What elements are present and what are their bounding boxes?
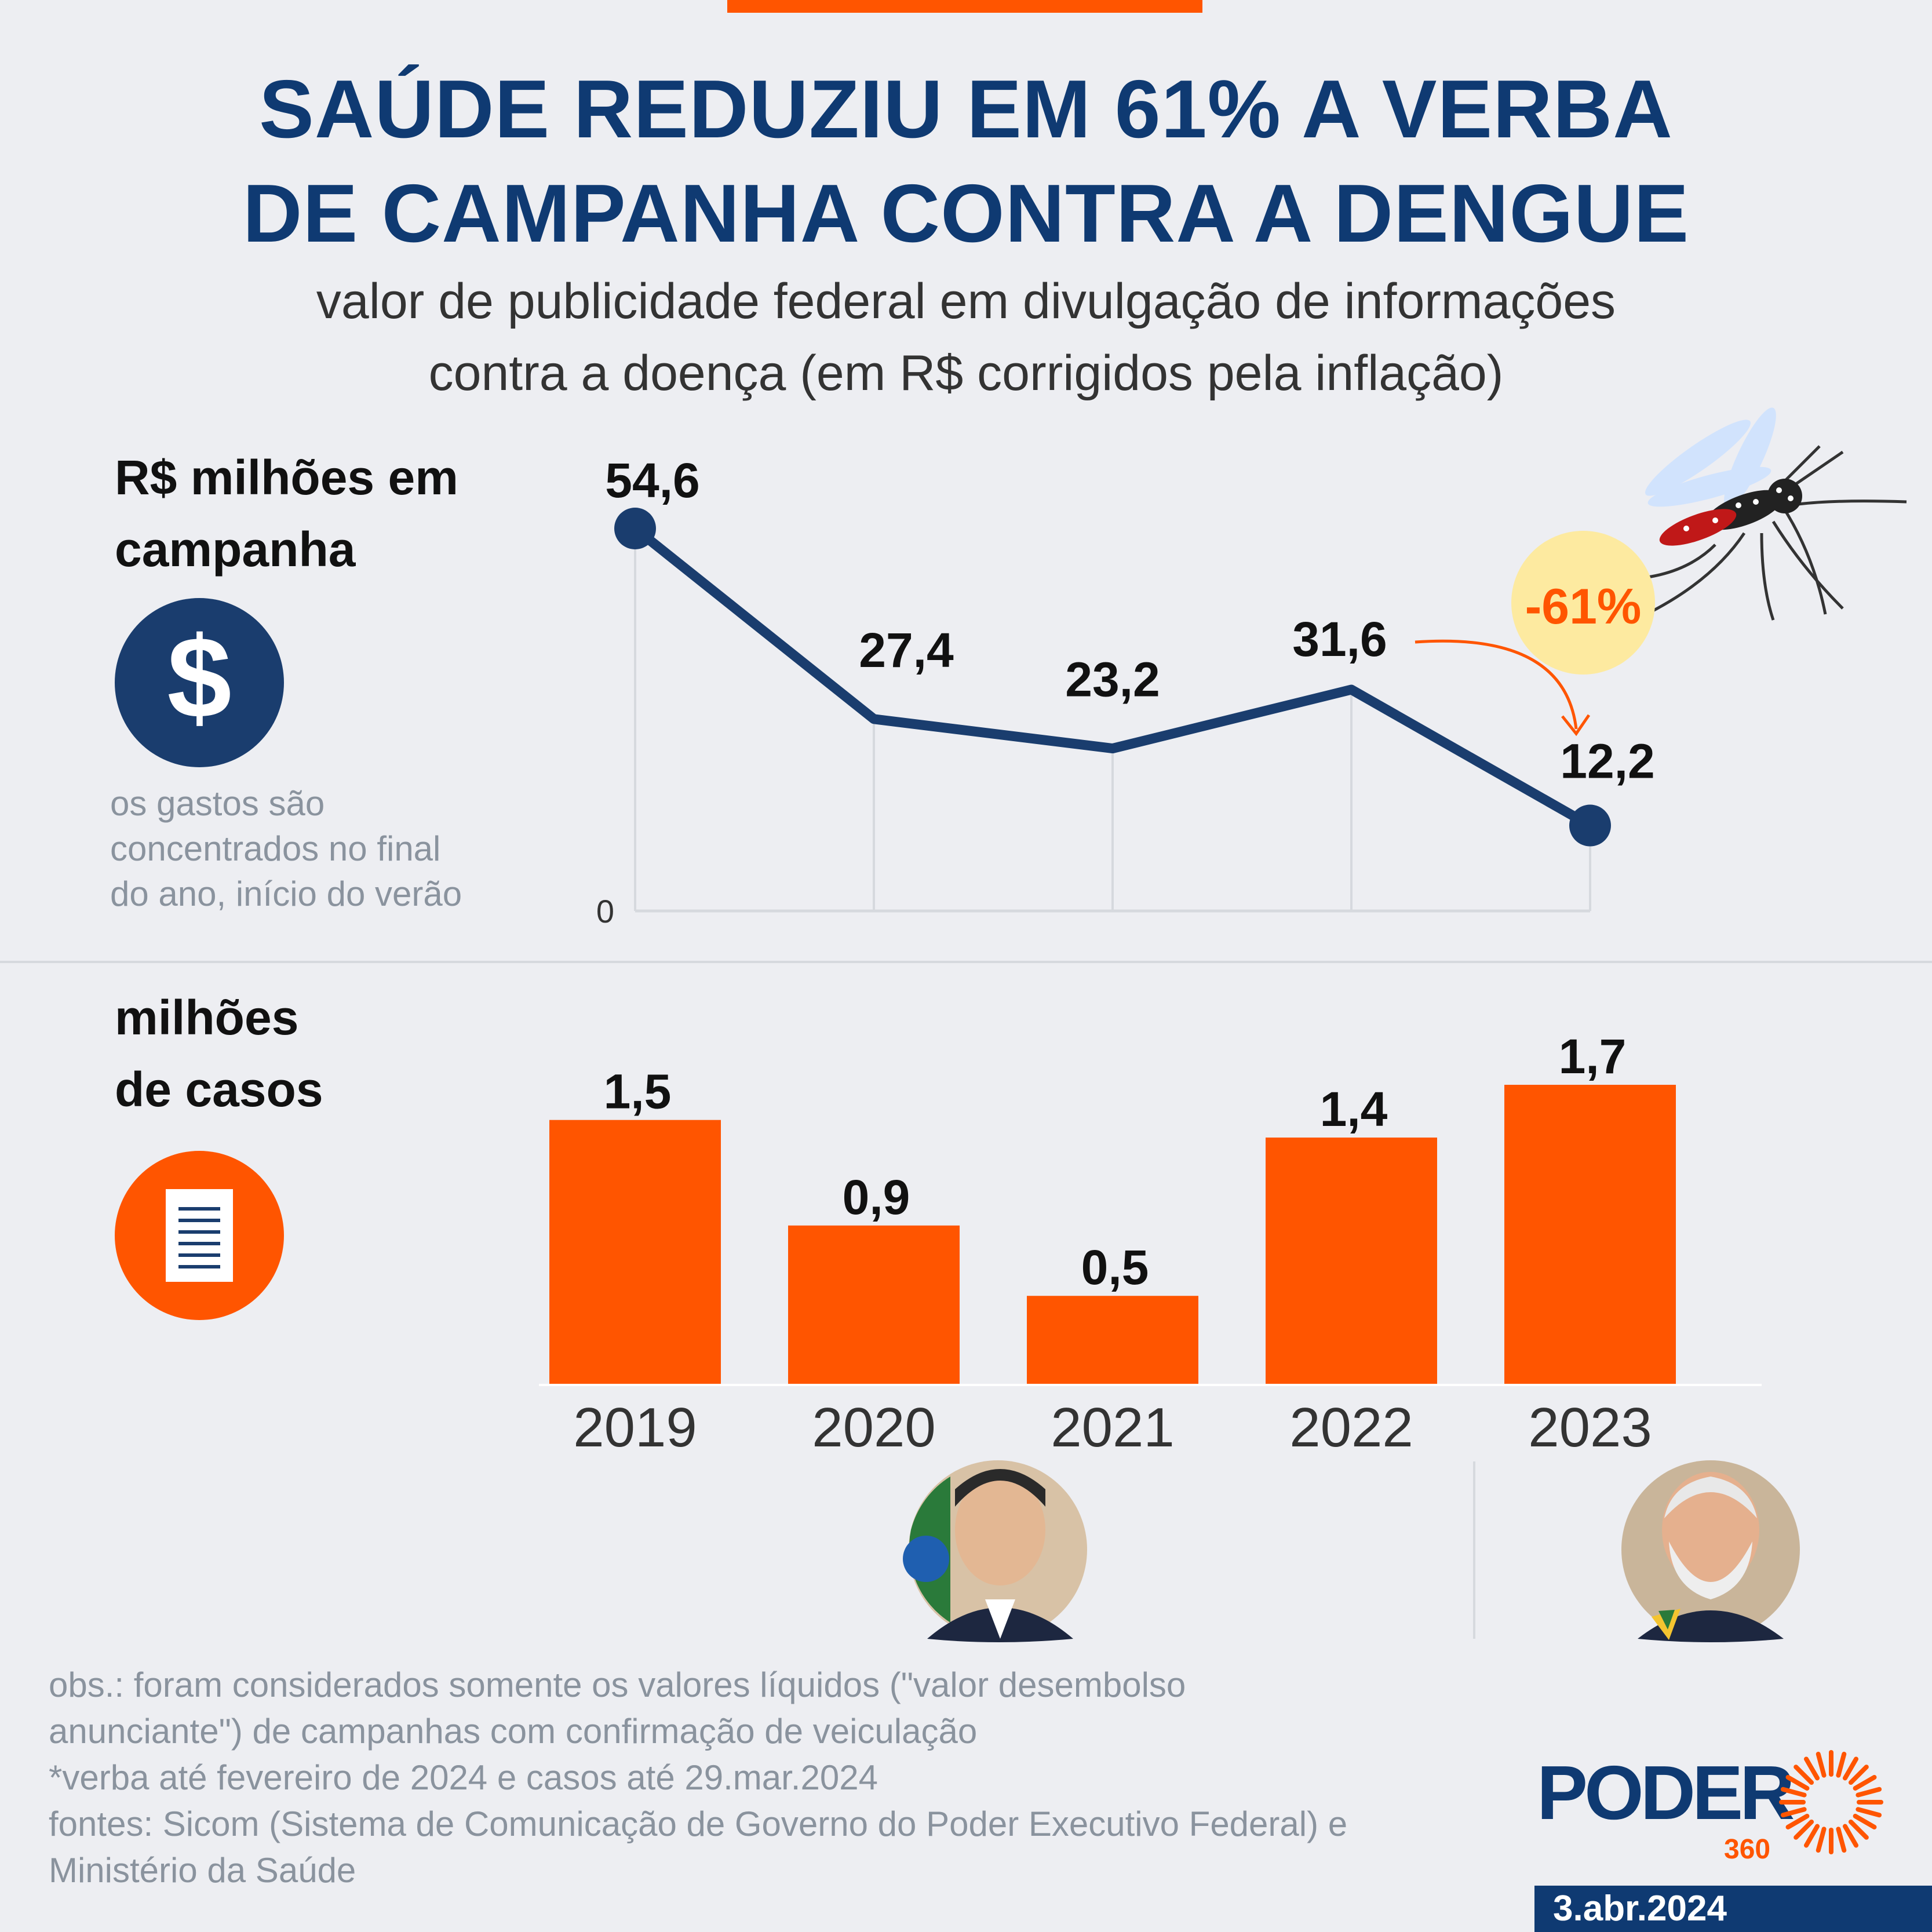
line-point-2023 — [1569, 804, 1611, 847]
bar-2021 — [1027, 1296, 1198, 1384]
brand-number: 360 — [1724, 1834, 1771, 1865]
sun-ray — [1794, 1819, 1814, 1840]
sun-logo-icon — [1779, 1750, 1883, 1854]
campaign-note-line-1: os gastos são — [110, 784, 325, 823]
sun-ray — [1785, 1775, 1810, 1791]
section-divider — [0, 961, 1932, 963]
bar-label-2020: 0,9 — [843, 1170, 910, 1224]
sun-ray — [1780, 1807, 1807, 1818]
subtitle-line-2: contra a doença (em R$ corrigidos pela i… — [428, 345, 1504, 401]
sun-ray — [1804, 1756, 1820, 1781]
line-label-2020: 27,4 — [859, 623, 954, 677]
bar-2020 — [788, 1225, 960, 1384]
sun-ray — [1816, 1827, 1827, 1853]
document-icon — [115, 1151, 284, 1320]
line-series — [630, 523, 1595, 831]
line-label-2023: 12,2 — [1560, 734, 1655, 789]
sun-ray — [1816, 1751, 1827, 1778]
line-label-2019: 54,6 — [605, 453, 700, 508]
brand-logo-text: PODER — [1537, 1750, 1795, 1835]
x-tick-2022: 2022 — [1289, 1397, 1413, 1459]
campaign-label-line-2: campanha — [115, 522, 356, 577]
cases-label-line-1: milhões — [115, 990, 299, 1045]
bar-2022 — [1266, 1138, 1437, 1384]
cases-label-line-2: de casos — [115, 1062, 323, 1117]
subtitle-line-1: valor de publicidade federal em divulgaç… — [316, 274, 1616, 329]
sun-ray — [1836, 1751, 1847, 1778]
x-tick-2021: 2021 — [1051, 1397, 1175, 1459]
sun-ray — [1785, 1814, 1810, 1829]
bar-label-2023: 1,7 — [1559, 1029, 1627, 1084]
line-label-2022: 31,6 — [1292, 612, 1387, 666]
reduction-arrow-head — [1561, 714, 1591, 737]
bar-label-2022: 1,4 — [1320, 1082, 1388, 1136]
campaign-note-line-2: concentrados no final — [110, 829, 441, 868]
date-bar — [1534, 1886, 1932, 1932]
line-point-2019 — [614, 508, 656, 549]
obs-line-5: Ministério da Saúde — [49, 1851, 356, 1890]
title-line-1: SAÚDE REDUZIU EM 61% A VERBA — [259, 63, 1673, 155]
campaign-label-line-1: R$ milhões em — [115, 450, 458, 505]
footer-notes: obs.: foram considerados somente os valo… — [49, 1662, 1497, 1894]
bolsonaro-portrait — [903, 1460, 1087, 1642]
sun-ray — [1843, 1756, 1858, 1781]
publication-date: 3.abr.2024 — [1553, 1889, 1727, 1929]
reduction-badge — [1511, 531, 1655, 675]
obs-line-4: fontes: Sicom (Sistema de Comunicação de… — [49, 1805, 1348, 1843]
sun-ray — [1836, 1827, 1847, 1853]
dollar-icon: $ — [115, 598, 284, 767]
line-zero-label: 0 — [596, 893, 614, 929]
x-tick-2020: 2020 — [812, 1397, 936, 1459]
title-line-2: DE CAMPANHA CONTRA A DENGUE — [242, 167, 1690, 260]
bar-label-2021: 0,5 — [1081, 1240, 1149, 1295]
line-label-2021: 23,2 — [1065, 652, 1160, 707]
sun-ray — [1856, 1787, 1882, 1798]
campaign-note-line-3: do ano, início do verão — [110, 874, 462, 913]
obs-line-3: *verba até fevereiro de 2024 e casos até… — [49, 1758, 878, 1797]
reduction-badge-text: -61% — [1525, 579, 1642, 635]
mosquito-icon — [1616, 407, 1907, 622]
bar-2019 — [549, 1120, 721, 1384]
reduction-arrow — [1415, 639, 1578, 730]
lula-portrait — [1621, 1460, 1800, 1642]
sun-ray — [1853, 1814, 1877, 1829]
bar-label-2019: 1,5 — [604, 1065, 672, 1119]
sun-ray — [1794, 1765, 1814, 1785]
x-tick-2023: 2023 — [1528, 1397, 1652, 1459]
sun-ray — [1848, 1819, 1869, 1840]
sun-ray — [1853, 1775, 1877, 1791]
top-accent-bar — [727, 0, 1202, 13]
bar-2023 — [1504, 1085, 1676, 1384]
sun-ray — [1848, 1765, 1869, 1785]
sun-ray — [1804, 1824, 1820, 1848]
sun-ray — [1780, 1787, 1807, 1798]
sun-ray — [1843, 1824, 1858, 1848]
obs-line-1: obs.: foram considerados somente os valo… — [49, 1665, 1186, 1704]
obs-line-2: anunciante") de campanhas com confirmaçã… — [49, 1712, 978, 1751]
svg-text:$: $ — [167, 613, 231, 742]
sun-ray — [1856, 1807, 1882, 1818]
x-tick-2019: 2019 — [573, 1397, 697, 1459]
